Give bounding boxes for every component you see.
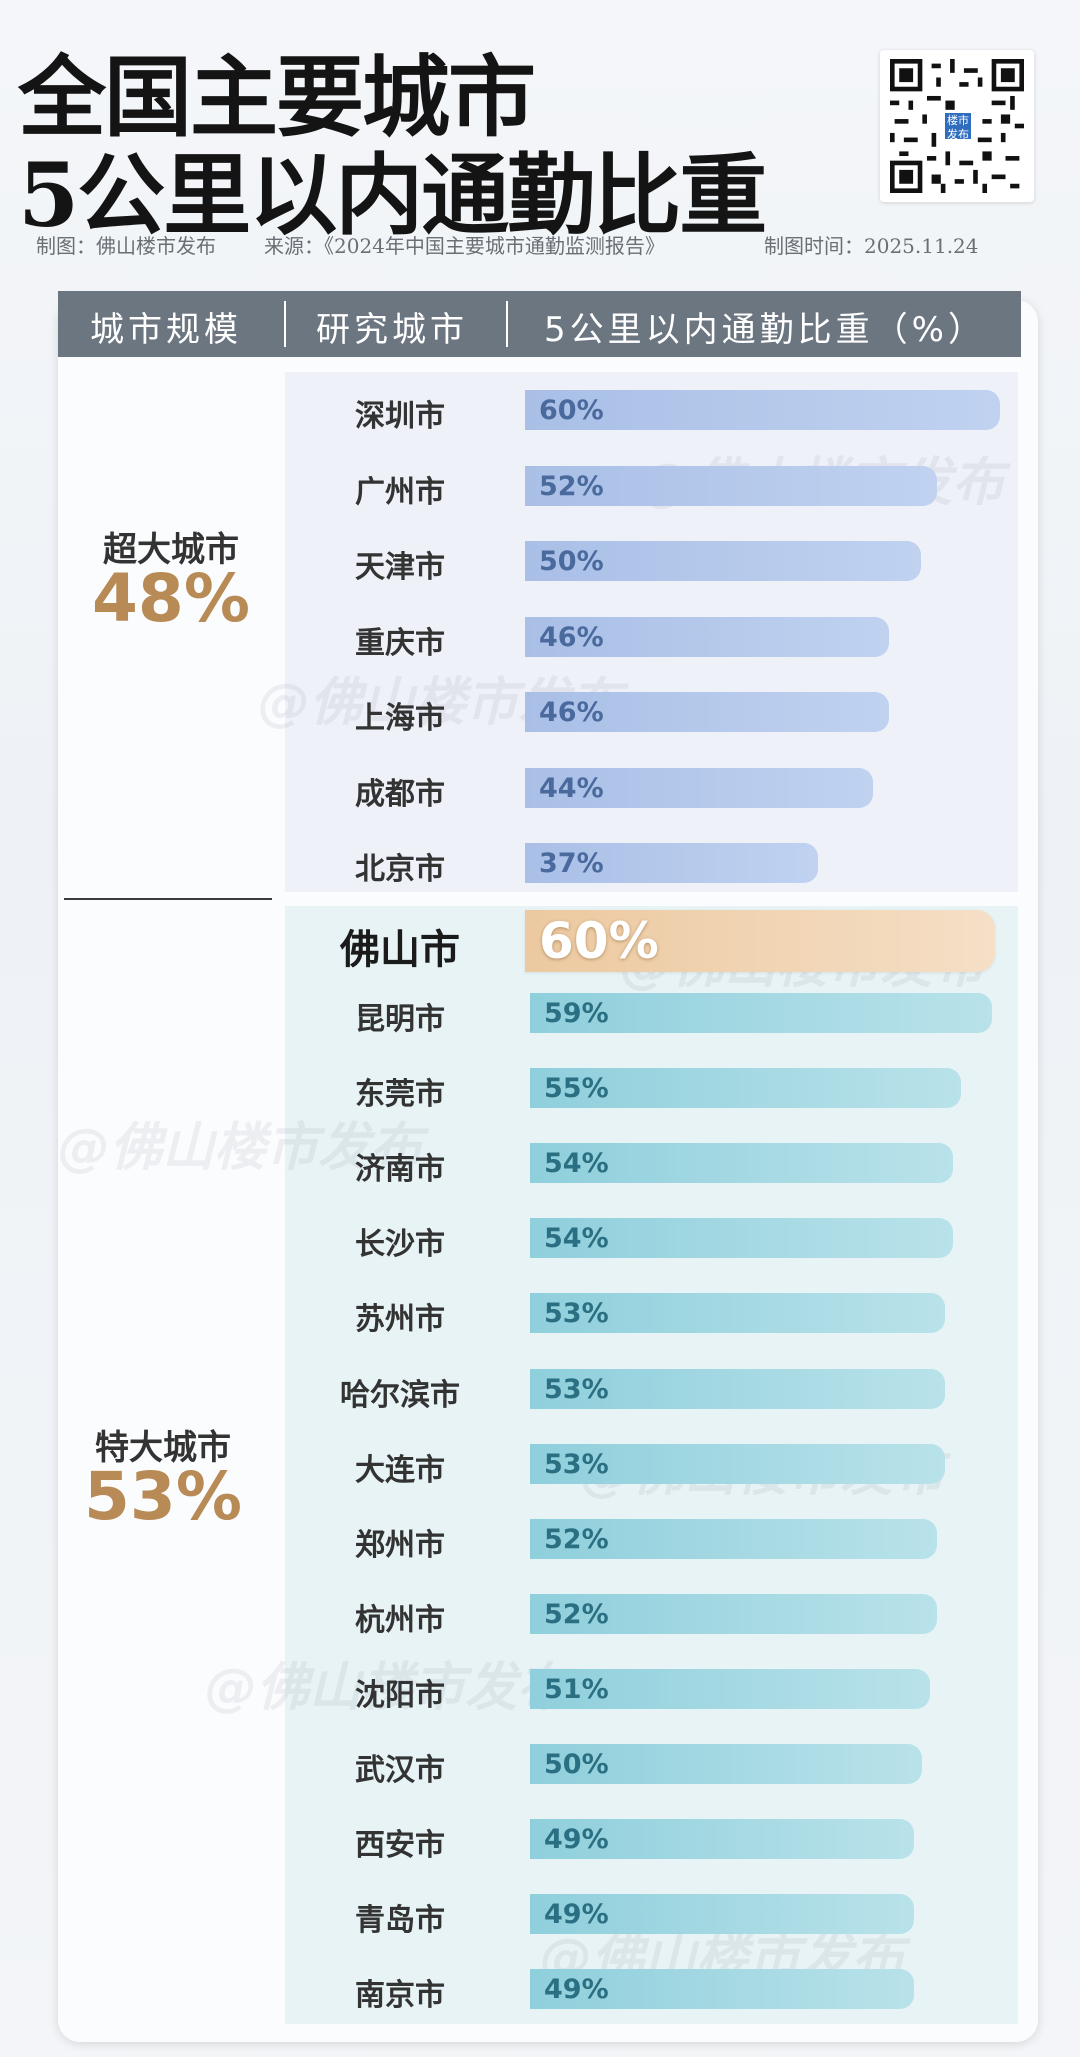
city-label: 上海市 bbox=[355, 701, 445, 736]
tier-average-mega: 53% bbox=[84, 1458, 242, 1535]
bar: 49% bbox=[530, 1819, 914, 1860]
city-label: 北京市 bbox=[355, 852, 445, 887]
bar-value-label: 53% bbox=[544, 1373, 609, 1405]
bar: 55% bbox=[530, 1068, 961, 1109]
city-label: 成都市 bbox=[355, 776, 445, 812]
city-label: 苏州市 bbox=[355, 1302, 445, 1338]
credits-line: 制图：佛山楼市发布 来源：《2024年中国主要城市通勤监测报告》 制图时间：20… bbox=[36, 230, 1016, 258]
bar: 54% bbox=[530, 1143, 953, 1184]
bar: 52% bbox=[530, 1593, 937, 1634]
bar: 46% bbox=[525, 616, 889, 657]
header-share: 5公里以内通勤比重（%） bbox=[544, 310, 986, 350]
bar: 54% bbox=[530, 1218, 953, 1259]
city-label: 武汉市 bbox=[355, 1753, 445, 1788]
city-label: 东莞市 bbox=[355, 1077, 445, 1113]
bar-value-label: 50% bbox=[539, 546, 604, 577]
bar-value-label: 52% bbox=[539, 470, 604, 502]
bar: 53% bbox=[530, 1443, 945, 1484]
city-label: 佛山市 bbox=[340, 927, 460, 973]
city-label: 广州市 bbox=[355, 474, 445, 510]
bar-value-label: 60% bbox=[539, 912, 659, 970]
bar-value-label: 52% bbox=[544, 1598, 609, 1630]
city-label: 青岛市 bbox=[355, 1903, 445, 1939]
watermark: @佛山楼市发布 bbox=[205, 1658, 570, 1718]
tier-name-super: 超大城市 bbox=[103, 530, 239, 570]
bar-value-label: 54% bbox=[544, 1223, 609, 1255]
bar: 50% bbox=[525, 541, 921, 581]
city-label: 哈尔滨市 bbox=[340, 1377, 460, 1413]
city-label: 长沙市 bbox=[355, 1227, 445, 1263]
header-scale: 城市规模 bbox=[90, 310, 242, 350]
header-separator bbox=[506, 301, 508, 347]
tier-divider bbox=[64, 898, 272, 900]
bar: 53% bbox=[530, 1293, 945, 1334]
bar-value-label: 46% bbox=[539, 697, 604, 728]
bar-value-label: 44% bbox=[539, 772, 604, 804]
qr-code: 楼市发布 bbox=[880, 50, 1034, 202]
bar: 49% bbox=[530, 1894, 914, 1935]
tier-average-super: 48% bbox=[92, 560, 250, 637]
city-label: 天津市 bbox=[355, 550, 445, 585]
city-label: 深圳市 bbox=[355, 399, 445, 434]
bar: 50% bbox=[530, 1744, 922, 1784]
city-label: 昆明市 bbox=[355, 1002, 445, 1037]
bar-value-label: 59% bbox=[544, 998, 609, 1029]
bar-value-label: 55% bbox=[544, 1073, 609, 1105]
qr-code-pattern bbox=[890, 59, 1024, 193]
qr-brand-logo: 楼市发布 bbox=[942, 110, 974, 142]
bar: 44% bbox=[525, 767, 873, 808]
bar-value-label: 51% bbox=[544, 1673, 609, 1705]
tier-name-mega: 特大城市 bbox=[95, 1428, 231, 1468]
bar-value-label: 37% bbox=[539, 848, 604, 879]
city-label: 南京市 bbox=[355, 1978, 445, 2014]
header-city: 研究城市 bbox=[316, 310, 468, 350]
city-label: 西安市 bbox=[355, 1828, 445, 1864]
bar-value-label: 49% bbox=[544, 1824, 609, 1856]
bar: 37% bbox=[525, 843, 818, 883]
bar: 52% bbox=[525, 465, 937, 506]
city-label: 重庆市 bbox=[355, 625, 445, 661]
bar: 49% bbox=[530, 1969, 914, 2010]
table-header: 城市规模 研究城市 5公里以内通勤比重（%） bbox=[58, 291, 1021, 357]
credit-source: 来源：《2024年中国主要城市通勤监测报告》 bbox=[264, 234, 665, 258]
city-label: 济南市 bbox=[355, 1152, 445, 1188]
city-label: 杭州市 bbox=[355, 1602, 445, 1638]
bar-value-label: 50% bbox=[544, 1749, 609, 1780]
page-title: 全国主要城市 5公里以内通勤比重 bbox=[18, 48, 778, 244]
bar: 52% bbox=[530, 1518, 937, 1559]
bar-highlight: 60% bbox=[525, 910, 995, 972]
bar: 53% bbox=[530, 1368, 945, 1409]
city-label: 沈阳市 bbox=[355, 1677, 445, 1713]
bar-value-label: 54% bbox=[544, 1148, 609, 1180]
bar: 60% bbox=[525, 390, 1000, 430]
title-line-1: 全国主要城市 bbox=[18, 45, 536, 149]
bar-value-label: 46% bbox=[539, 621, 604, 653]
bar-value-label: 49% bbox=[544, 1974, 609, 2006]
watermark: @佛山楼市发布 bbox=[58, 1118, 423, 1178]
bar-value-label: 60% bbox=[539, 395, 604, 426]
credit-date: 制图时间：2025.11.24 bbox=[764, 234, 979, 258]
credit-maker: 制图：佛山楼市发布 bbox=[36, 234, 216, 258]
bar: 59% bbox=[530, 993, 992, 1033]
city-label: 大连市 bbox=[355, 1452, 445, 1488]
bar-value-label: 52% bbox=[544, 1523, 609, 1555]
bar-value-label: 53% bbox=[544, 1448, 609, 1480]
bar: 51% bbox=[530, 1668, 930, 1709]
bar: 46% bbox=[525, 692, 889, 732]
title-line-2: 5公里以内通勤比重 bbox=[18, 143, 767, 247]
bar-value-label: 53% bbox=[544, 1298, 609, 1330]
bar-value-label: 49% bbox=[544, 1899, 609, 1931]
city-label: 郑州市 bbox=[355, 1527, 445, 1563]
header-separator bbox=[284, 301, 286, 347]
